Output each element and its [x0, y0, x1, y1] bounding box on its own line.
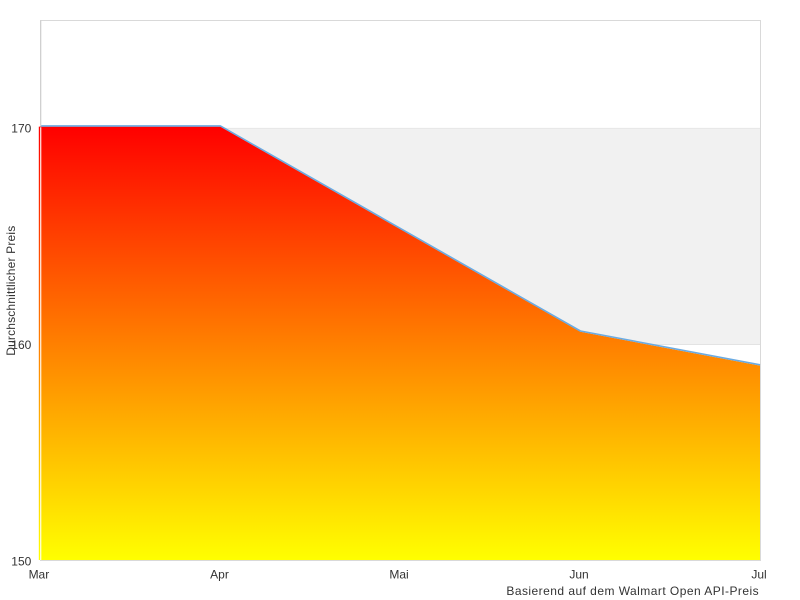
svg-text:Basierend auf dem Walmart Open: Basierend auf dem Walmart Open API-Preis	[506, 584, 759, 598]
svg-text:Mai: Mai	[389, 568, 408, 582]
svg-text:150: 150	[11, 554, 31, 568]
svg-text:Jul: Jul	[751, 568, 766, 582]
svg-text:170: 170	[11, 122, 31, 136]
svg-text:Durchschnittlicher Preis: Durchschnittlicher Preis	[4, 226, 18, 356]
svg-text:Apr: Apr	[210, 568, 229, 582]
svg-text:Jun: Jun	[569, 568, 588, 582]
svg-text:160: 160	[11, 338, 31, 352]
svg-text:Mar: Mar	[29, 568, 50, 582]
